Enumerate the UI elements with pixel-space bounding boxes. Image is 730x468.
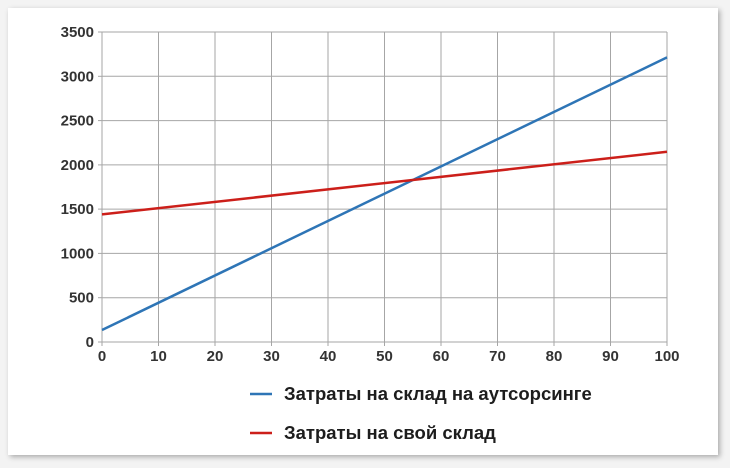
svg-text:10: 10 bbox=[150, 348, 167, 365]
svg-text:1500: 1500 bbox=[61, 201, 94, 218]
svg-text:80: 80 bbox=[546, 348, 563, 365]
svg-text:500: 500 bbox=[69, 290, 94, 307]
svg-text:2000: 2000 bbox=[61, 157, 94, 174]
svg-text:3500: 3500 bbox=[61, 24, 94, 41]
svg-text:0: 0 bbox=[98, 348, 106, 365]
svg-text:20: 20 bbox=[207, 348, 224, 365]
svg-text:40: 40 bbox=[320, 348, 337, 365]
svg-text:90: 90 bbox=[602, 348, 619, 365]
svg-text:60: 60 bbox=[433, 348, 450, 365]
svg-text:3000: 3000 bbox=[61, 68, 94, 85]
svg-text:100: 100 bbox=[654, 348, 679, 365]
svg-text:Затраты на свой склад: Затраты на свой склад bbox=[284, 422, 496, 443]
svg-text:1000: 1000 bbox=[61, 245, 94, 262]
svg-text:50: 50 bbox=[376, 348, 393, 365]
svg-text:30: 30 bbox=[263, 348, 280, 365]
svg-text:2500: 2500 bbox=[61, 113, 94, 130]
svg-text:70: 70 bbox=[489, 348, 506, 365]
svg-text:0: 0 bbox=[86, 334, 94, 351]
svg-text:Затраты на склад на аутсорсинг: Затраты на склад на аутсорсинге bbox=[284, 383, 592, 404]
